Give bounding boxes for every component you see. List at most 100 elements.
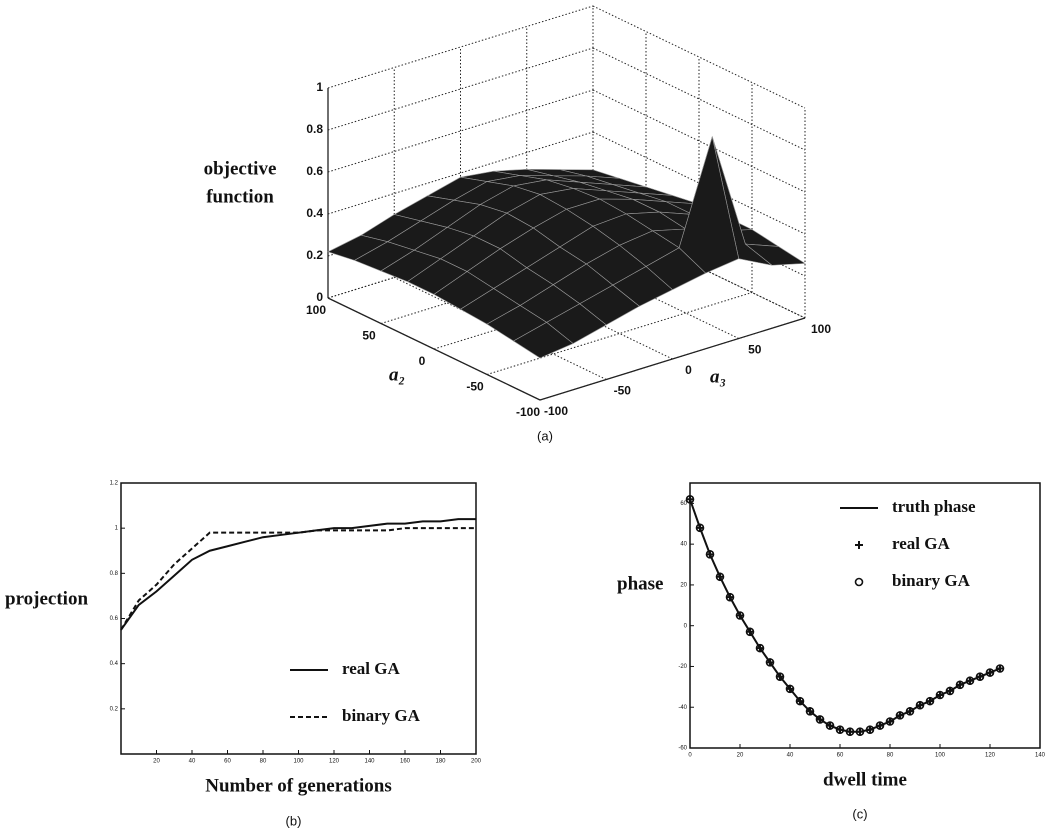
marker-plus xyxy=(706,550,714,559)
x-tick-label: 60 xyxy=(837,753,844,759)
y-tick-label: 0.6 xyxy=(110,616,119,622)
plot-frame xyxy=(120,482,477,755)
marker-plus xyxy=(766,658,774,667)
grid-line xyxy=(327,5,594,89)
marker-plus xyxy=(846,727,854,736)
y-tick-label: 0.2 xyxy=(110,706,119,712)
series-line xyxy=(120,527,476,631)
x-tick-label: 50 xyxy=(748,343,762,357)
caption: (c) xyxy=(852,806,867,821)
legend-label: binary GA xyxy=(892,571,971,590)
marker-plus xyxy=(736,611,744,620)
x-tick-label: 160 xyxy=(400,759,411,765)
y-tick-label: 100 xyxy=(306,303,326,317)
marker-circle xyxy=(795,696,805,706)
marker-plus xyxy=(976,672,984,681)
marker-plus xyxy=(986,668,994,677)
marker-plus xyxy=(786,684,794,693)
marker-circle xyxy=(815,715,825,724)
marker-plus xyxy=(866,725,874,734)
y-tick-label: -60 xyxy=(678,746,687,752)
marker-circle xyxy=(965,676,975,686)
marker-circle xyxy=(835,725,845,734)
x-tick-label: 80 xyxy=(887,753,894,759)
grid-line xyxy=(592,5,806,109)
marker-circle xyxy=(845,727,855,736)
marker-circle xyxy=(755,643,765,653)
x-tick-label: 100 xyxy=(811,322,831,336)
marker-circle xyxy=(854,577,864,587)
z-tick-label: 0.2 xyxy=(306,248,323,262)
y-tick-label: 1.2 xyxy=(110,481,119,487)
series-line xyxy=(120,518,476,631)
marker-circle xyxy=(775,672,785,681)
grid-line xyxy=(327,131,594,215)
marker-plus xyxy=(906,707,914,716)
marker-plus xyxy=(776,672,784,681)
y-axis-label: projection xyxy=(5,588,88,609)
y-tick-label: -100 xyxy=(516,405,540,419)
marker-circle xyxy=(985,668,995,677)
marker-circle xyxy=(825,721,835,730)
axis-line xyxy=(539,317,806,401)
y-tick-label: -40 xyxy=(678,705,687,711)
x-tick-label: 180 xyxy=(435,759,446,765)
x-axis-label: dwell time xyxy=(823,769,907,790)
legend-label: binary GA xyxy=(342,706,421,725)
marker-plus xyxy=(936,691,944,699)
marker-circle xyxy=(805,707,815,716)
marker-plus xyxy=(946,686,954,695)
marker-plus xyxy=(686,495,694,504)
marker-plus xyxy=(996,664,1004,673)
legend-label: real GA xyxy=(342,659,400,678)
marker-plus xyxy=(886,717,894,726)
marker-plus xyxy=(816,715,824,724)
marker-circle xyxy=(725,592,735,602)
x-tick-label: 140 xyxy=(364,759,375,765)
marker-plus xyxy=(826,721,834,730)
marker-plus xyxy=(926,697,934,706)
y-tick-label: 0 xyxy=(419,354,426,368)
marker-plus xyxy=(696,523,704,532)
x-tick-label: 100 xyxy=(935,753,946,759)
x-tick-label: -100 xyxy=(544,404,568,418)
axis-line xyxy=(327,297,541,401)
y-tick-label: 20 xyxy=(680,583,687,589)
x-tick-label: 80 xyxy=(260,759,267,765)
x-axis-label: Number of generations xyxy=(205,775,391,796)
marker-plus xyxy=(806,707,814,716)
marker-circle xyxy=(685,495,695,504)
marker-plus xyxy=(746,627,754,636)
marker-plus xyxy=(836,725,844,734)
marker-circle xyxy=(935,690,945,700)
caption: (b) xyxy=(286,813,302,828)
marker-plus xyxy=(916,701,924,710)
marker-circle xyxy=(885,717,895,726)
marker-plus xyxy=(966,676,974,685)
z-axis-label: function xyxy=(206,186,274,207)
y-tick-label: 1 xyxy=(115,526,119,532)
x-tick-label: 20 xyxy=(737,753,744,759)
marker-circle xyxy=(865,725,875,734)
marker-circle xyxy=(995,664,1005,673)
marker-circle xyxy=(905,707,915,716)
y-tick-label: 40 xyxy=(680,542,687,548)
marker-plus xyxy=(726,593,734,602)
y-tick-label: 0.4 xyxy=(110,661,119,667)
x-tick-label: 40 xyxy=(787,753,794,759)
marker-circle xyxy=(855,727,865,736)
surface-patch xyxy=(512,322,574,359)
grid-line xyxy=(486,292,753,375)
z-tick-label: 0.4 xyxy=(306,206,323,220)
marker-circle xyxy=(895,711,905,720)
marker-circle xyxy=(695,523,705,533)
grid-line xyxy=(592,47,806,151)
x-tick-label: 120 xyxy=(985,753,996,759)
x-tick-label: 20 xyxy=(153,759,160,765)
marker-plus xyxy=(756,644,764,653)
x-tick-label: 200 xyxy=(471,759,482,765)
x-axis-label: a₃ xyxy=(710,366,726,387)
marker-plus xyxy=(876,721,884,730)
marker-circle xyxy=(915,700,925,710)
